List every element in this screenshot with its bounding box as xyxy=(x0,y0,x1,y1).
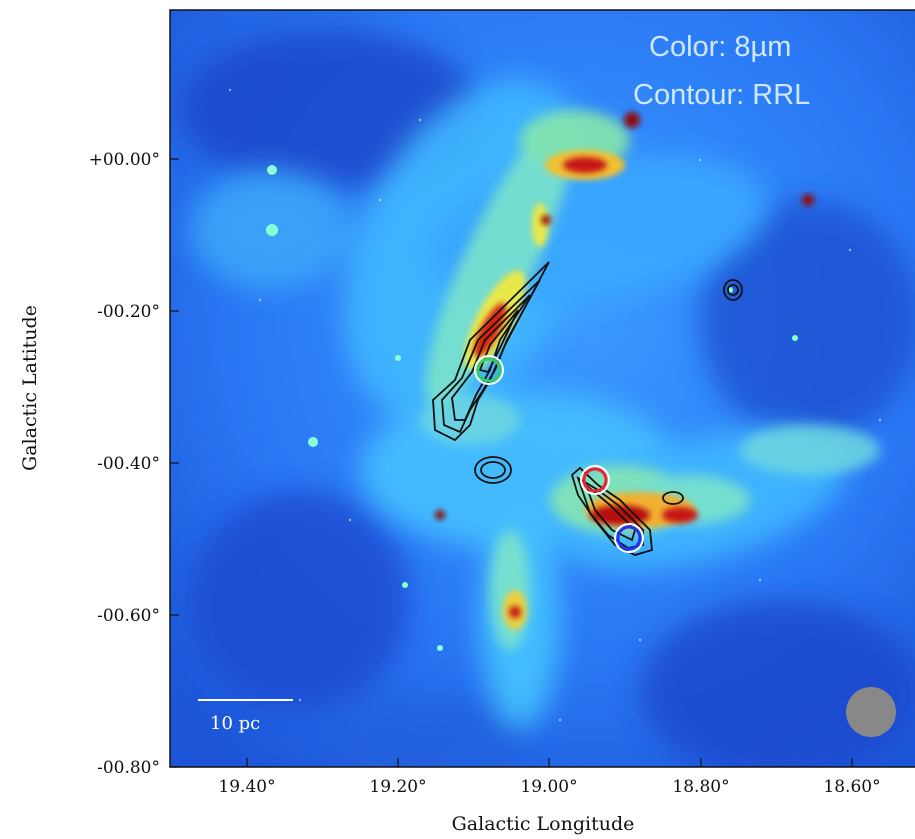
x-tick-label: 19.20° xyxy=(369,777,426,797)
source-markers xyxy=(474,355,644,553)
scale-bar: 10 pc xyxy=(198,699,293,734)
x-tick-label: 18.80° xyxy=(672,777,729,797)
y-tick-label: -00.80° xyxy=(97,758,160,778)
beam-ellipse xyxy=(846,687,896,737)
infrared-map xyxy=(170,10,915,767)
y-axis-title: Galactic Latitude xyxy=(19,305,41,471)
green-circle-marker xyxy=(476,357,502,383)
x-tick-label: 19.40° xyxy=(218,777,275,797)
y-tick-label: -00.20° xyxy=(97,302,160,322)
axis-ticks xyxy=(170,158,853,768)
overlay-contour-label: Contour: RRL xyxy=(633,79,810,111)
red-circle-marker xyxy=(582,467,608,493)
plot-frame xyxy=(169,9,915,768)
blue-circle-marker xyxy=(616,525,642,551)
y-tick-label: +00.00° xyxy=(89,150,160,170)
scale-bar-label: 10 pc xyxy=(210,713,260,734)
x-axis-title: Galactic Longitude xyxy=(452,813,635,835)
y-tick-label: -00.40° xyxy=(97,454,160,474)
x-tick-label: 19.00° xyxy=(520,777,577,797)
overlay-color-label: Color: 8µm xyxy=(649,31,791,63)
y-tick-label: -00.60° xyxy=(97,606,160,626)
x-tick-label: 18.60° xyxy=(823,777,880,797)
